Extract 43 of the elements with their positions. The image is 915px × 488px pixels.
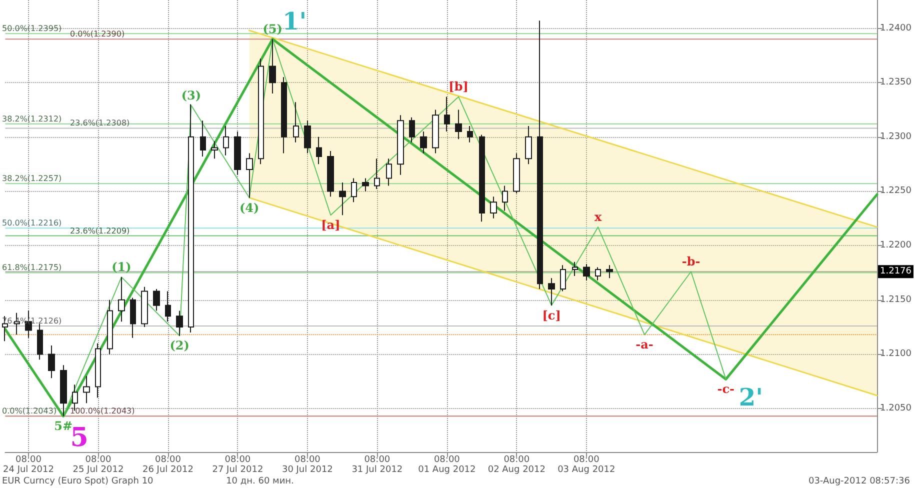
ref-line-label: 0.0%(1.2043): [2, 406, 57, 416]
ref-line-label: 1.2176: [880, 266, 912, 277]
text: EUR Curncy (Euro Spot) Graph 10: [2, 476, 154, 486]
annotation: -b-: [682, 254, 700, 269]
x-tick-label: 08:00 26 Jul 2012: [142, 455, 194, 475]
ref-line-label: 61.8%(1.2175): [2, 263, 62, 272]
annotation: [b]: [448, 80, 468, 94]
y-tick-label: 1.2400: [880, 23, 912, 34]
ref-line-label: 50.0%(1.2216): [2, 218, 62, 228]
annotation: 5#: [54, 419, 73, 434]
y-tick-label: 1.2050: [880, 404, 912, 414]
y-tick-label: 1.2200: [880, 240, 912, 251]
annotation: (3): [181, 88, 202, 102]
annotation: (1): [112, 260, 132, 274]
x-tick-label: 08:00 03 Aug 2012: [558, 455, 616, 475]
y-tick-label: 1.2150: [880, 294, 912, 305]
annotation: -c-: [717, 382, 735, 396]
text: 10 дн. 60 мин.: [226, 476, 294, 486]
ref-line-label: 50.0%(1.2395): [2, 24, 62, 34]
x-tick-label: 08:00 30 Jul 2012: [282, 455, 333, 475]
x-tick-label: 08:00 31 Jul 2012: [352, 455, 403, 475]
ref-line-label: 38.2%(1.2312): [2, 114, 62, 124]
y-tick-label: 1.2300: [880, 132, 912, 142]
ref-line-label: 38.2%(1.2257): [2, 174, 62, 184]
ref-line-label: 100.0%(1.2043): [70, 406, 135, 416]
text: 03-Aug-2012 08:57:36: [808, 476, 910, 486]
annotation: 1': [282, 6, 307, 36]
x-tick-label: 08:00 25 Jul 2012: [72, 455, 124, 475]
annotation: -a-: [636, 338, 654, 352]
y-tick-label: 1.2100: [880, 349, 912, 360]
y-tick-label: 1.2350: [880, 78, 912, 88]
x-tick-label: 08:00 02 Aug 2012: [488, 455, 546, 475]
annotation: (5): [262, 22, 282, 36]
x-tick-label: 08:00 27 Jul 2012: [212, 455, 264, 475]
annotation: x: [594, 210, 602, 224]
y-tick-label: 1.2250: [880, 186, 912, 196]
annotation: [c]: [542, 308, 561, 322]
ref-line-label: 23.6%(1.2209): [70, 226, 130, 236]
x-tick-label: 08:00 01 Aug 2012: [418, 455, 476, 475]
x-tick-label: 08:00 24 Jul 2012: [3, 455, 54, 475]
annotation: 2': [738, 382, 763, 412]
annotation: (4): [239, 200, 260, 215]
annotation: (2): [170, 338, 190, 353]
